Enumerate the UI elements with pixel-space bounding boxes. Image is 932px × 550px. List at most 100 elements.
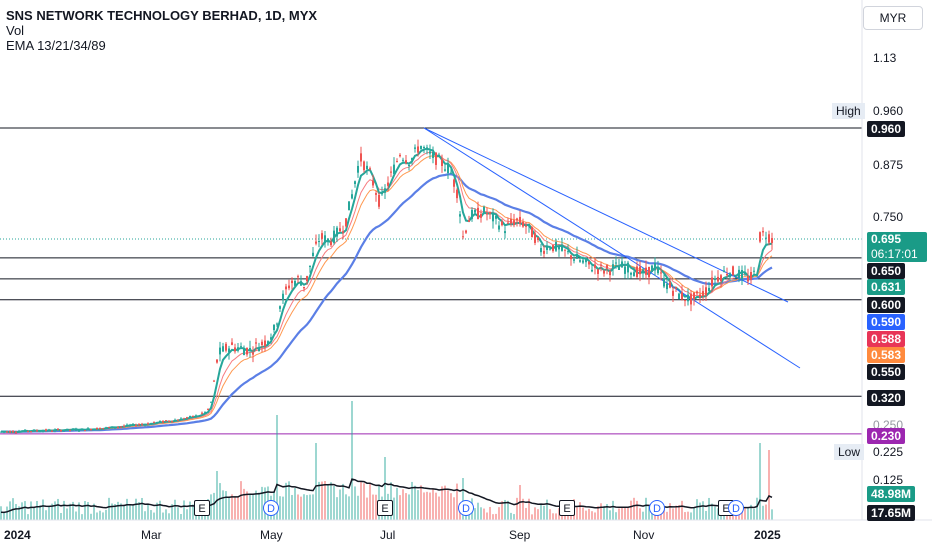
candle-body	[156, 422, 158, 424]
candle-body	[720, 275, 722, 282]
volume-bar	[492, 514, 494, 520]
candle-body	[420, 146, 422, 149]
volume-bar	[324, 481, 326, 520]
candle-body	[294, 280, 296, 286]
volume-bar	[36, 500, 38, 520]
volume-bar	[357, 495, 359, 520]
candle-body	[765, 237, 767, 239]
candle-body	[342, 231, 344, 233]
scale-label-0-875: 0.875	[873, 158, 904, 172]
dividend-marker[interactable]: D	[458, 500, 474, 516]
x-tick-2024: 2024	[4, 528, 31, 542]
volume-bar	[486, 512, 488, 520]
earnings-marker[interactable]: E	[377, 500, 393, 516]
candle-body	[735, 277, 737, 279]
candle-body	[87, 428, 89, 430]
candle-body	[282, 293, 284, 301]
candle-body	[45, 429, 47, 431]
volume-bar	[522, 498, 524, 520]
candle-body	[531, 227, 533, 238]
candle-body	[675, 287, 677, 289]
candle-body	[579, 260, 581, 262]
volume-bar	[30, 501, 32, 520]
candle-body	[357, 165, 359, 173]
volume-bar	[624, 506, 626, 520]
earnings-marker[interactable]: E	[559, 500, 575, 516]
volume-bar	[762, 505, 764, 520]
volume-bar	[303, 494, 305, 520]
candle-body	[81, 428, 83, 430]
candle-body	[354, 181, 356, 185]
earnings-marker[interactable]: E	[194, 500, 210, 516]
candle-body	[717, 276, 719, 282]
volume-bar	[699, 502, 701, 520]
volume-bar	[132, 505, 134, 520]
candle-body	[144, 424, 146, 426]
volume-bar	[420, 485, 422, 520]
candle-body	[318, 241, 320, 243]
candle-body	[573, 259, 575, 261]
volume-bar	[261, 486, 263, 520]
candle-body	[9, 431, 11, 433]
scale-label-1-13: 1.13	[873, 51, 897, 65]
dividend-marker[interactable]: D	[649, 500, 665, 516]
volume-bar	[585, 510, 587, 520]
candle-body	[63, 430, 65, 432]
candle-body	[768, 234, 770, 243]
candle-body	[771, 238, 773, 243]
candle-body	[705, 287, 707, 296]
volume-bar	[609, 510, 611, 520]
candle-body	[522, 222, 524, 227]
dividend-marker[interactable]: D	[728, 500, 744, 516]
volume-bar	[84, 501, 86, 520]
candle-body	[666, 283, 668, 290]
symbol-title[interactable]: SNS NETWORK TECHNOLOGY BERHAD, 1D, MYX	[6, 8, 318, 23]
level-tag-0-550: 0.550	[867, 364, 906, 380]
volume-bar	[621, 507, 623, 520]
ema34-line	[1, 155, 773, 433]
candle-body	[429, 151, 431, 154]
ema-indicator-label[interactable]: EMA 13/21/34/89	[6, 38, 106, 53]
volume-bar	[15, 504, 17, 520]
volume-bar	[159, 500, 161, 520]
volume-bar	[312, 494, 314, 520]
ema21-line	[1, 151, 773, 433]
ema89-line	[1, 173, 773, 433]
volume-bar	[399, 495, 401, 520]
candle-body	[255, 342, 257, 344]
dividend-marker[interactable]: D	[263, 500, 279, 516]
volume-bar	[327, 485, 329, 520]
volume-bar	[108, 497, 110, 520]
candle-body	[741, 270, 743, 280]
volume-bar	[318, 481, 320, 520]
volume-bar	[228, 497, 230, 520]
volume-bar	[192, 504, 194, 520]
volume-bar	[480, 507, 482, 520]
candle-body	[519, 216, 521, 224]
candle-body	[231, 342, 233, 345]
candle-body	[219, 347, 221, 355]
volume-bar	[501, 501, 503, 520]
volume-bar	[330, 482, 332, 520]
volume-bar	[252, 493, 254, 520]
volume-bar	[165, 509, 167, 520]
volume-bar	[78, 502, 80, 520]
volume-indicator-label[interactable]: Vol	[6, 23, 25, 38]
volume-bar	[456, 483, 458, 520]
volume-bar	[591, 511, 593, 520]
volume-bar	[636, 500, 638, 520]
volume-bar	[393, 497, 395, 520]
candle-body	[165, 420, 167, 422]
candle-body	[315, 241, 317, 244]
currency-selector[interactable]: MYR	[863, 6, 923, 30]
volume-bar	[705, 510, 707, 520]
volume-bar	[630, 500, 632, 520]
volume-bar	[234, 496, 236, 520]
candle-body	[27, 430, 29, 432]
volume-bar	[696, 499, 698, 520]
candle-body	[456, 189, 458, 199]
volume-bar	[663, 508, 665, 520]
volume-bar	[129, 505, 131, 520]
volume-bar	[243, 488, 245, 520]
